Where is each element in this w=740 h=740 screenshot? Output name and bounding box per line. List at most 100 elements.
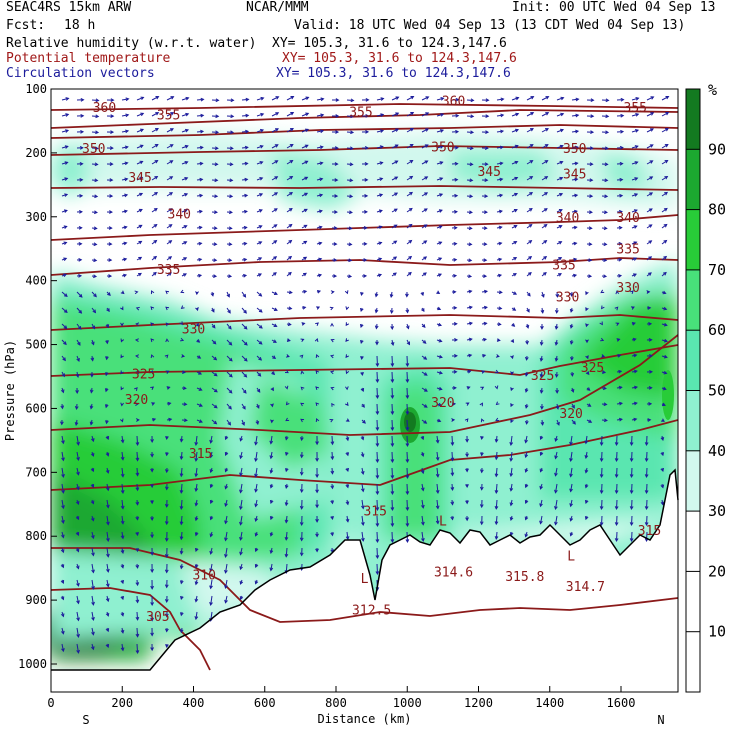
circulation-vector-406 (225, 515, 228, 524)
circulation-vector-426 (241, 323, 248, 330)
circulation-vector-1149 (616, 531, 618, 542)
circulation-vector-131 (106, 515, 109, 525)
circulation-vector-458 (256, 323, 263, 329)
circulation-vector-496 (270, 435, 273, 444)
circulation-vector-198 (136, 467, 139, 476)
circulation-vector-902 (496, 98, 504, 101)
circulation-vector-508 (286, 144, 294, 149)
circulation-vector-436 (240, 483, 243, 493)
circulation-vector-963 (526, 176, 533, 181)
circulation-vector-21 (61, 435, 64, 444)
circulation-vector-1182 (646, 160, 653, 165)
circulation-vector-1175 (631, 499, 633, 510)
circulation-vector-430 (241, 387, 247, 394)
circulation-vector-376 (210, 563, 213, 572)
circulation-vector-1011 (540, 499, 543, 507)
circulation-vector-758 (406, 419, 408, 431)
circulation-vector-1035 (555, 451, 558, 459)
circulation-vector-792 (421, 515, 424, 525)
circulation-vector-1181 (646, 144, 654, 149)
theta-label-13: 340 (616, 211, 639, 226)
theta-label-25: 320 (559, 407, 582, 422)
x-tick-label-6: 1200 (464, 696, 493, 710)
theta-label-17: 330 (182, 323, 205, 338)
circulation-vector-680 (376, 114, 384, 117)
circulation-vector-475 (271, 96, 279, 101)
field-theta-title: Potential temperature (6, 51, 171, 66)
theta-label-31: 314.7 (566, 580, 605, 595)
circulation-vector-100 (91, 579, 94, 590)
theta-label-27: 315 (363, 505, 386, 520)
circulation-vector-478 (271, 144, 279, 149)
circulation-vector-726 (391, 355, 393, 367)
colorbar-tick-2: 30 (708, 502, 726, 520)
y-tick-label-0: 100 (25, 82, 47, 96)
colorbar-swatch-7 (686, 89, 700, 150)
colorbar-tick-4: 50 (708, 382, 726, 400)
y-tick-label-8: 900 (25, 593, 47, 607)
theta-label-26: 315 (189, 447, 212, 462)
circulation-vector-696 (376, 371, 378, 383)
circulation-vector-25 (61, 499, 64, 509)
circulation-vector-209 (136, 643, 139, 654)
circulation-vector-476 (271, 112, 279, 117)
theta-contour-10 (51, 419, 678, 491)
circulation-vector-14 (61, 323, 67, 329)
circulation-vector-768 (421, 128, 429, 133)
circulation-vector-1121 (601, 515, 603, 526)
circulation-vector-212 (151, 128, 159, 133)
circulation-vector-457 (256, 307, 263, 313)
theta-label-1: 360 (442, 95, 465, 110)
x-axis-label: Distance (km) (318, 712, 412, 726)
theta-label-24: 320 (431, 396, 454, 411)
low-markers: L L L (361, 514, 576, 587)
theta-contour-5 (51, 214, 678, 241)
circulation-vector-754 (406, 355, 408, 367)
theta-label-0: 360 (93, 101, 116, 116)
circulation-vector-510 (286, 176, 293, 181)
circulation-vector-506 (286, 112, 294, 117)
circulation-vector-26 (61, 515, 64, 524)
circulation-vector-479 (271, 160, 278, 165)
y-tick-label-5: 600 (25, 401, 47, 415)
circulation-vector-407 (225, 531, 228, 541)
circulation-vector-1040 (571, 98, 579, 101)
circulation-vector-377 (210, 579, 213, 589)
circulation-vector-214 (151, 160, 158, 165)
circulation-vector-250 (166, 176, 173, 181)
circulation-vector-924 (495, 451, 498, 460)
circulation-vector-468 (255, 483, 258, 492)
circulation-vector-408 (225, 547, 228, 558)
circulation-vector-535 (301, 96, 309, 101)
circulation-vector-953 (510, 467, 513, 477)
circulation-vector-1172 (631, 451, 633, 462)
header-org: NCAR/MMM (246, 0, 309, 15)
circulation-vector-701 (376, 451, 378, 463)
circulation-vector-166 (121, 515, 124, 524)
circulation-vector-346 (195, 611, 198, 620)
circulation-vector-134 (106, 563, 109, 572)
circulation-vector-305 (180, 499, 183, 509)
circulation-vector-167 (121, 531, 124, 539)
circulation-vector-931 (511, 113, 519, 117)
y-tick-label-9: 1000 (18, 657, 47, 671)
header-model: SEAC4RS 15km ARW (6, 0, 132, 15)
circulation-vector-842 (451, 435, 454, 445)
circulation-vector-1041 (571, 114, 579, 117)
circulation-vector-794 (436, 97, 444, 101)
theta-label-21: 325 (531, 369, 554, 384)
field-rh-title: Relative humidity (w.r.t. water) (6, 36, 257, 51)
circulation-vector-130 (106, 499, 109, 508)
colorbar-tick-8: 90 (708, 140, 726, 158)
circulation-vector-819 (436, 499, 439, 509)
circulation-vector-767 (421, 112, 429, 117)
circulation-vector-1207 (661, 112, 669, 117)
circulation-vector-708 (376, 563, 378, 575)
circulation-vector-140 (121, 98, 129, 101)
theta-label-18: 330 (556, 291, 579, 306)
circulation-vector-469 (255, 499, 258, 507)
circulation-vector-197 (136, 451, 139, 461)
circulation-vector-1202 (646, 483, 648, 494)
circulation-vector-1014 (556, 113, 564, 117)
circulation-vector-505 (286, 96, 294, 101)
